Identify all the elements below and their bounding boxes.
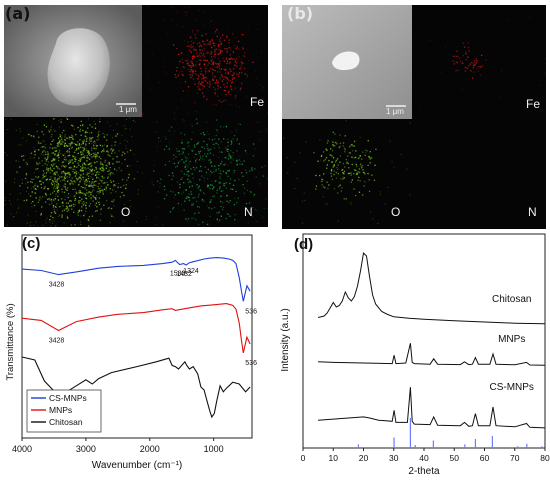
ftir-series-chitosan [21,356,251,419]
ftir-frame [21,234,253,439]
ftir-x-tick-label: 4000 [12,444,32,454]
ftir-peak-label: 536 [245,308,257,315]
ftir-peak-label: 536 [245,360,257,367]
ftir-legend-label: Chitosan [49,417,83,427]
element-label-fe-a: Fe [250,95,265,109]
ftir-legend-label: CS-MNPs [49,393,87,403]
panel-label-b: (b) [287,4,314,23]
eds-map-fe-a: Fe [142,5,268,117]
eds-map-o-b: O [282,119,412,229]
element-label-o-a: O [121,205,131,219]
eds-dots-n-b [412,119,546,229]
xrd-x-tick-label: 70 [510,453,520,463]
xrd-x-tick-label: 40 [419,453,429,463]
xrd-x-tick-label: 50 [450,453,460,463]
xrd-x-label: 2-theta [408,466,440,477]
sem-image-a: 1 μm [4,5,142,117]
element-label-n-a: N [244,205,253,219]
ftir-peak-label: 1432 [176,271,192,278]
eds-map-n-b: N [412,119,546,229]
ftir-x-label: Wavenumber (cm⁻¹) [92,460,182,471]
xrd-x-tick-label: 30 [389,453,399,463]
xrd-x-tick-label: 10 [329,453,339,463]
eds-dots-fe-a [142,5,268,117]
xrd-series-cs-mnps [318,387,546,429]
xrd-x-tick-label: 20 [359,453,369,463]
eds-dots-o-a [4,117,139,227]
element-label-fe-b: Fe [526,97,541,111]
xrd-series-label: MNPs [498,334,525,345]
ftir-x-tick-label: 3000 [76,444,96,454]
scale-bar-label-b: 1 μm [386,107,404,116]
element-label-n-b: N [528,205,537,219]
xrd-series-chitosan [317,251,546,325]
sem-particle-b [282,5,412,119]
xrd-chart: (d) 0 10 20 30 40 50 60 70 80 Chitosan MNPs CS-MNP… [280,233,550,477]
ftir-legend-box [26,389,102,433]
ftir-series-mnps [21,303,251,354]
xrd-x-tick-label: 60 [480,453,490,463]
element-label-o-b: O [391,205,401,219]
xrd-x-tick-label: 0 [301,453,306,463]
eds-map-fe-b: Fe [412,5,546,119]
ftir-peak-label: 3428 [49,282,65,289]
ftir-peak-label: 1324 [183,268,199,275]
sem-particle-a [4,5,142,117]
xrd-x-tick-label: 80 [540,453,550,463]
panel-label-a: (a) [5,4,31,23]
ftir-peak-label: 1533 [170,271,186,278]
xrd-series-mnps [318,343,546,366]
xrd-series-label: Chitosan [492,294,531,305]
ftir-peak-label: 3428 [49,338,65,345]
eds-dots-n-a [142,118,268,227]
ftir-x-tick-label: 2000 [140,444,160,454]
ftir-series-cs-mnps [21,257,251,302]
xrd-y-label: Intensity (a.u.) [280,308,291,371]
eds-dots-fe-b [420,17,546,110]
ftir-legend-label: MNPs [49,405,72,415]
eds-dots-o-b [283,120,411,229]
ftir-legend: CS-MNPs MNPs Chitosan [26,389,102,433]
xrd-series-label: CS-MNPs [489,382,533,393]
ftir-x-tick-label: 1000 [204,444,224,454]
scale-bar-label-a: 1 μm [119,105,137,114]
eds-map-o-a: O [4,117,142,227]
eds-map-n-a: N [142,117,268,227]
ftir-y-label: Transmittance (%) [5,303,16,380]
sem-image-b: 1 μm [282,5,412,119]
panel-label-d: (d) [294,236,313,253]
panel-label-c: (c) [22,235,40,252]
